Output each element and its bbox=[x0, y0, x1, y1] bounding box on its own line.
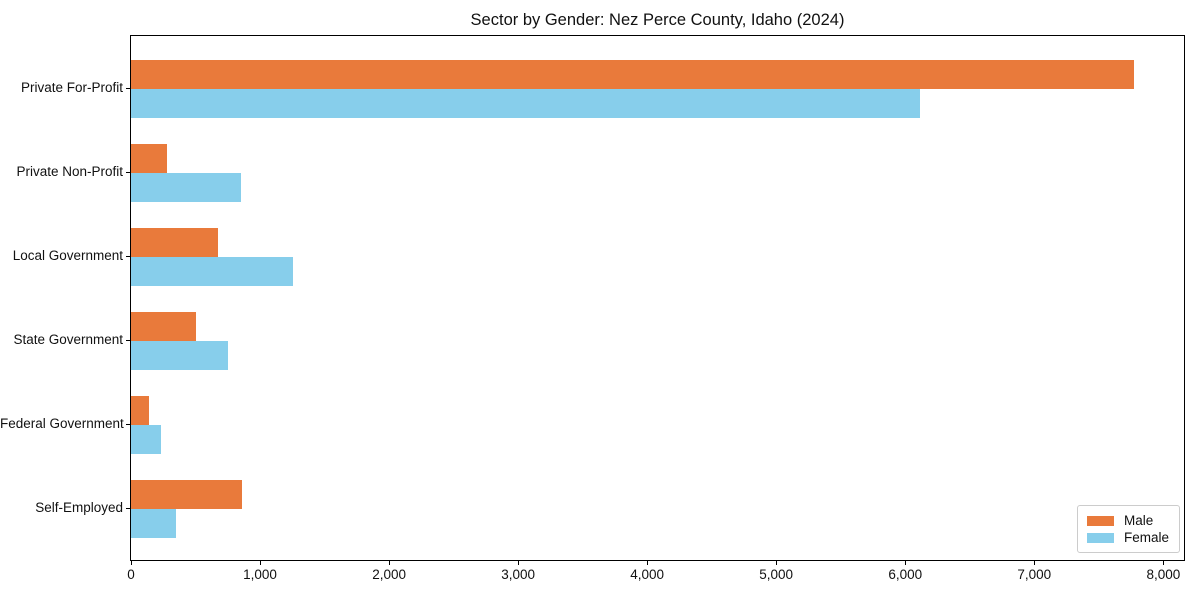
bar-male-private-for-profit bbox=[131, 60, 1135, 89]
bar-female-private-non-profit bbox=[131, 173, 242, 202]
x-tick bbox=[389, 561, 391, 565]
category-label-self-employed: Self-Employed bbox=[35, 500, 123, 515]
bar-female-federal-government bbox=[131, 425, 161, 454]
y-tick bbox=[126, 172, 130, 173]
x-tick bbox=[260, 561, 261, 565]
bar-male-local-government bbox=[131, 228, 218, 257]
x-tick bbox=[518, 561, 520, 565]
plot-area: Male Female bbox=[130, 35, 1185, 561]
legend-item-female: Female bbox=[1086, 529, 1169, 546]
bar-male-self-employed bbox=[131, 480, 242, 509]
legend: Male Female bbox=[1076, 505, 1180, 553]
y-tick bbox=[126, 256, 130, 257]
x-tick bbox=[647, 561, 649, 565]
x-tick-label: 4,000 bbox=[630, 567, 665, 582]
category-label-private-for-profit: Private For-Profit bbox=[20, 80, 123, 95]
bar-male-private-non-profit bbox=[131, 144, 167, 173]
category-label-state-government: State Government bbox=[13, 332, 123, 347]
category-label-private-non-profit: Private Non-Profit bbox=[16, 164, 123, 179]
x-tick bbox=[1034, 561, 1036, 565]
x-tick-label: 2,000 bbox=[372, 567, 406, 582]
chart-title: Sector by Gender: Nez Perce County, Idah… bbox=[470, 11, 845, 29]
legend-label-female: Female bbox=[1123, 530, 1169, 545]
y-tick bbox=[126, 508, 130, 509]
x-tick-label: 7,000 bbox=[1017, 567, 1052, 582]
category-label-federal-government: Federal Government bbox=[0, 416, 124, 431]
x-tick bbox=[905, 561, 907, 565]
x-tick bbox=[131, 561, 132, 565]
x-tick-label: 6,000 bbox=[888, 567, 923, 582]
x-tick-label: 0 bbox=[127, 567, 135, 582]
legend-swatch-male bbox=[1086, 515, 1114, 526]
x-tick-label: 1,000 bbox=[243, 567, 277, 582]
category-label-local-government: Local Government bbox=[12, 248, 123, 263]
legend-label-male: Male bbox=[1123, 513, 1154, 528]
bar-female-state-government bbox=[131, 341, 228, 370]
legend-swatch-female bbox=[1086, 532, 1114, 543]
y-tick bbox=[126, 88, 130, 89]
x-tick bbox=[776, 561, 778, 565]
y-tick bbox=[126, 340, 130, 341]
x-tick-label: 5,000 bbox=[759, 567, 794, 582]
bar-female-local-government bbox=[131, 257, 293, 286]
y-tick bbox=[126, 424, 130, 425]
x-tick-label: 3,000 bbox=[501, 567, 535, 582]
bar-male-federal-government bbox=[131, 396, 150, 425]
x-tick-label: 8,000 bbox=[1146, 567, 1181, 582]
bar-female-self-employed bbox=[131, 509, 176, 538]
legend-item-male: Male bbox=[1086, 512, 1169, 529]
bar-male-state-government bbox=[131, 312, 197, 341]
x-tick bbox=[1163, 561, 1165, 565]
bar-female-private-for-profit bbox=[131, 89, 920, 118]
